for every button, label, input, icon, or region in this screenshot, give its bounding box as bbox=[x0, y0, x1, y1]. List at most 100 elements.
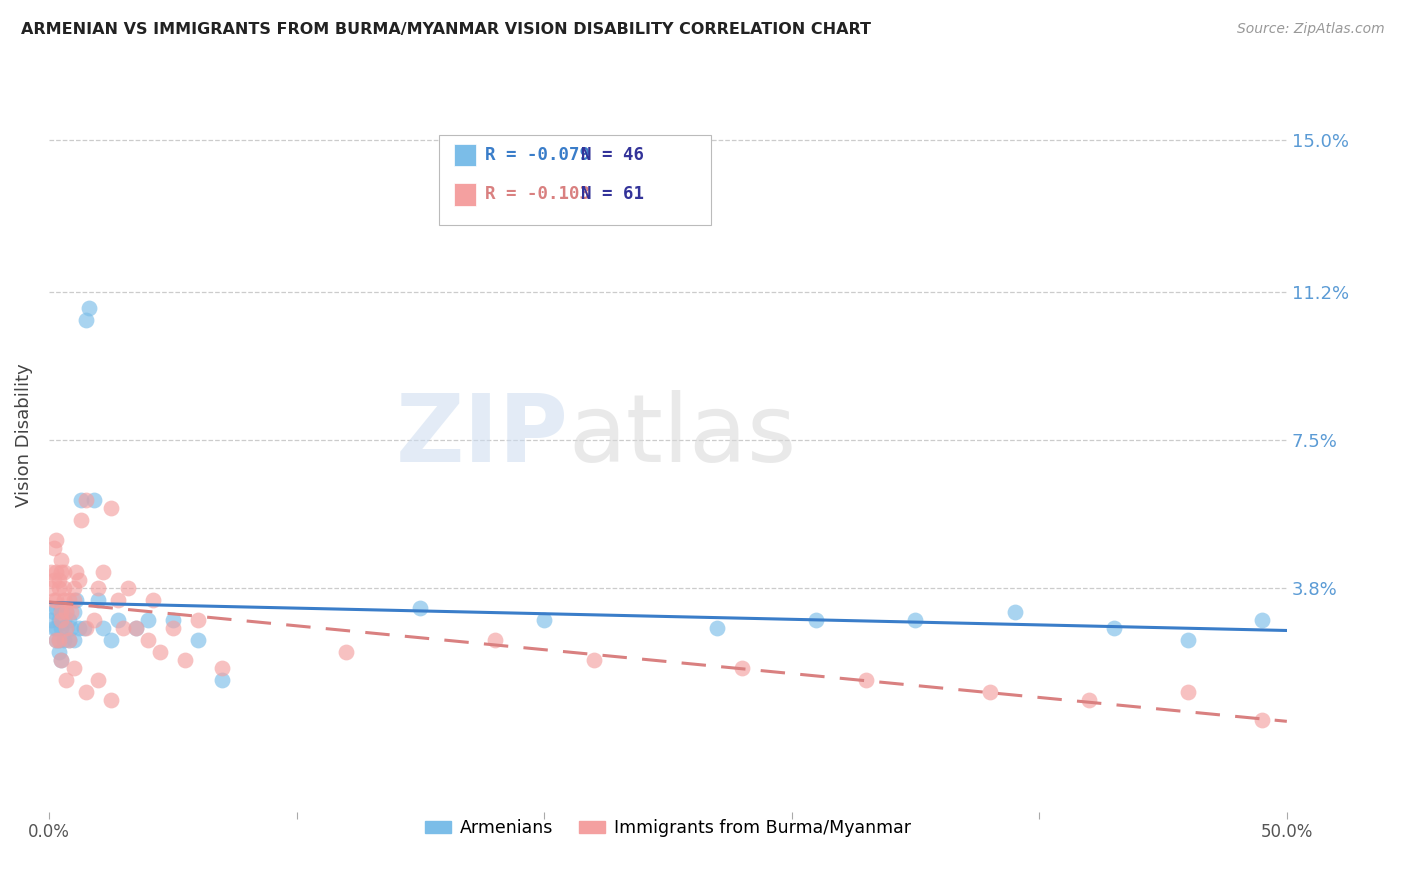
Point bbox=[124, 621, 146, 635]
Point bbox=[904, 613, 927, 627]
Point bbox=[1177, 684, 1199, 698]
Point bbox=[806, 613, 828, 627]
Point bbox=[48, 632, 70, 647]
Point bbox=[136, 613, 159, 627]
Point bbox=[77, 301, 100, 315]
Point bbox=[62, 592, 84, 607]
Point bbox=[93, 621, 115, 635]
Point bbox=[100, 692, 122, 706]
Point bbox=[42, 605, 65, 619]
Point bbox=[335, 644, 357, 658]
Point bbox=[1251, 713, 1274, 727]
Point bbox=[41, 613, 63, 627]
Point bbox=[149, 644, 172, 658]
Point bbox=[58, 632, 80, 647]
Point bbox=[93, 565, 115, 579]
Point bbox=[48, 644, 70, 658]
Text: Source: ZipAtlas.com: Source: ZipAtlas.com bbox=[1237, 22, 1385, 37]
Point bbox=[409, 600, 432, 615]
Point bbox=[87, 581, 110, 595]
Text: R = -0.103: R = -0.103 bbox=[485, 186, 589, 203]
Point bbox=[51, 565, 73, 579]
Point bbox=[48, 613, 70, 627]
FancyBboxPatch shape bbox=[439, 135, 711, 225]
FancyBboxPatch shape bbox=[454, 144, 477, 166]
Point bbox=[65, 592, 87, 607]
Point bbox=[60, 621, 83, 635]
Point bbox=[41, 581, 63, 595]
Point bbox=[706, 621, 728, 635]
Point bbox=[731, 660, 754, 674]
Point bbox=[67, 573, 90, 587]
Point bbox=[100, 500, 122, 515]
Point bbox=[979, 684, 1001, 698]
Point bbox=[211, 660, 233, 674]
Text: atlas: atlas bbox=[569, 390, 797, 482]
Point bbox=[45, 621, 67, 635]
Point bbox=[100, 632, 122, 647]
Point bbox=[62, 660, 84, 674]
Point bbox=[186, 613, 208, 627]
Point bbox=[124, 621, 146, 635]
Point bbox=[45, 632, 67, 647]
Point bbox=[42, 573, 65, 587]
Point bbox=[65, 565, 87, 579]
Point bbox=[174, 652, 197, 666]
Point bbox=[1004, 605, 1026, 619]
Point bbox=[52, 565, 75, 579]
Point bbox=[62, 605, 84, 619]
Point bbox=[58, 592, 80, 607]
Point bbox=[51, 613, 73, 627]
Point bbox=[52, 592, 75, 607]
Point bbox=[58, 632, 80, 647]
Point bbox=[42, 621, 65, 635]
Text: ARMENIAN VS IMMIGRANTS FROM BURMA/MYANMAR VISION DISABILITY CORRELATION CHART: ARMENIAN VS IMMIGRANTS FROM BURMA/MYANMA… bbox=[21, 22, 872, 37]
Point bbox=[42, 541, 65, 555]
Point bbox=[186, 632, 208, 647]
Point bbox=[52, 581, 75, 595]
Point bbox=[51, 600, 73, 615]
Point bbox=[87, 592, 110, 607]
Point bbox=[75, 684, 97, 698]
Y-axis label: Vision Disability: Vision Disability bbox=[15, 364, 32, 508]
Point bbox=[52, 632, 75, 647]
Point bbox=[72, 621, 94, 635]
Point bbox=[60, 605, 83, 619]
Point bbox=[112, 621, 135, 635]
Point bbox=[136, 632, 159, 647]
Legend: Armenians, Immigrants from Burma/Myanmar: Armenians, Immigrants from Burma/Myanmar bbox=[418, 813, 918, 844]
Text: N = 46: N = 46 bbox=[581, 145, 644, 164]
Point bbox=[107, 613, 129, 627]
Point bbox=[55, 605, 77, 619]
Point bbox=[52, 613, 75, 627]
Point bbox=[48, 573, 70, 587]
Point bbox=[1251, 613, 1274, 627]
Point bbox=[62, 632, 84, 647]
Point bbox=[83, 492, 105, 507]
Point bbox=[55, 605, 77, 619]
Point bbox=[75, 621, 97, 635]
Point bbox=[48, 581, 70, 595]
Point bbox=[55, 621, 77, 635]
Point bbox=[48, 632, 70, 647]
Point bbox=[51, 652, 73, 666]
Point bbox=[1102, 621, 1125, 635]
Point bbox=[55, 673, 77, 687]
Point bbox=[484, 632, 506, 647]
Point bbox=[45, 592, 67, 607]
Point bbox=[51, 605, 73, 619]
Point bbox=[162, 621, 184, 635]
Point bbox=[75, 312, 97, 326]
Point bbox=[41, 565, 63, 579]
Point bbox=[75, 492, 97, 507]
Point bbox=[58, 613, 80, 627]
Point bbox=[45, 565, 67, 579]
Point bbox=[107, 592, 129, 607]
Point bbox=[42, 592, 65, 607]
Point bbox=[87, 673, 110, 687]
Point bbox=[62, 581, 84, 595]
Point bbox=[1077, 692, 1099, 706]
Point bbox=[582, 652, 605, 666]
Point bbox=[211, 673, 233, 687]
Text: ZIP: ZIP bbox=[396, 390, 569, 482]
